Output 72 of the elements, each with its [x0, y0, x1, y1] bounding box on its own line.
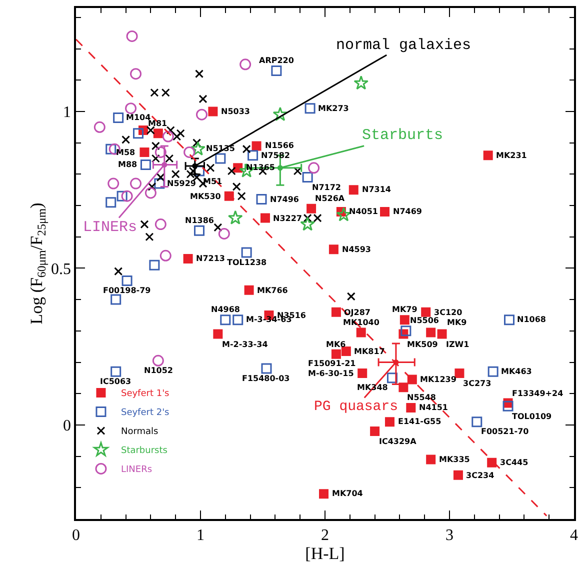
- x-tick-label: 2: [321, 526, 329, 544]
- annotation: MK1239: [420, 375, 457, 384]
- annotation: N5929: [167, 179, 196, 188]
- annotation: MK79: [392, 305, 418, 314]
- x-axis-title: [H-L]: [305, 544, 345, 563]
- annotation: IZW1: [446, 340, 470, 349]
- annotation: F15480-03: [242, 374, 290, 383]
- annotation: N7496: [270, 195, 300, 204]
- annotation: N4151: [419, 403, 448, 412]
- annotation: M81: [148, 119, 168, 128]
- annotation: N7582: [261, 151, 290, 160]
- annotation: MK1040: [343, 318, 380, 327]
- annotation: MK766: [257, 286, 288, 295]
- annotation: 3C120: [434, 308, 463, 317]
- annotation: F13349+24: [512, 389, 564, 398]
- annotation: IC5063: [100, 377, 132, 386]
- annotation: MK704: [332, 489, 364, 498]
- annotation: N7314: [362, 185, 392, 194]
- annotation: N4051: [349, 207, 378, 216]
- annotation: TOL0109: [512, 412, 552, 421]
- annotation: MK509: [407, 340, 438, 349]
- annotation: MK335: [439, 455, 470, 464]
- annotation: MK463: [501, 367, 532, 376]
- annotation: MK530: [190, 192, 222, 201]
- x-tick-label: 3: [446, 526, 454, 544]
- annotation: N5548: [407, 393, 436, 402]
- annotation: N1566: [265, 141, 294, 150]
- annotation: Starburts: [362, 127, 444, 144]
- annotation: normal galaxies: [336, 37, 472, 54]
- annotation: N4593: [342, 245, 371, 254]
- annotation: N7213: [196, 254, 225, 263]
- legend-label: Seyfert 1's: [120, 389, 170, 400]
- annotation: M-2-33-34: [222, 340, 268, 349]
- annotation: M-6-30-15: [308, 369, 354, 378]
- annotation: PG quasars: [314, 399, 398, 415]
- annotation: N7469: [393, 207, 422, 216]
- annotation: MK231: [496, 151, 528, 160]
- annotation: M88: [118, 160, 138, 169]
- annotation: F15091-21: [308, 359, 356, 368]
- annotation: 3C234: [466, 471, 495, 480]
- annotation: MK9: [447, 318, 468, 327]
- legend-label: Starbursts: [120, 446, 168, 456]
- annotation: N526A: [315, 194, 346, 203]
- annotation: 3C273: [463, 379, 492, 388]
- annotation: N1052: [144, 366, 173, 375]
- annotation: MK6: [326, 340, 346, 349]
- annotation: N4968: [211, 305, 240, 314]
- annotation: MK817: [354, 347, 385, 356]
- x-tick-label: 4: [570, 526, 578, 544]
- legend-label: Seyfert 2's: [120, 408, 170, 418]
- annotation: TOL1238: [227, 258, 268, 267]
- annotation: MK273: [318, 104, 349, 113]
- annotation: F00198-79: [103, 286, 152, 295]
- annotation: N7172: [312, 183, 341, 192]
- y-tick-label: 0.5: [51, 260, 72, 278]
- y-tick-label: 0: [63, 418, 72, 435]
- annotation: N3227: [273, 214, 302, 223]
- annotation: N1068: [517, 315, 546, 324]
- annotation: N5506: [410, 316, 440, 325]
- annotation: ARP220: [259, 56, 294, 65]
- annotation: 3C445: [500, 458, 529, 467]
- legend-label: Normals: [120, 427, 159, 438]
- annotation: F00521-70: [481, 427, 530, 436]
- annotation: M58: [116, 148, 136, 157]
- y-tick-label: 1: [63, 104, 72, 122]
- annotation: N5033: [221, 107, 250, 116]
- annotation: IC4329A: [379, 437, 418, 446]
- annotation: N1386: [185, 216, 214, 225]
- legend-label: LINERs: [120, 465, 152, 476]
- annotation: E141-G55: [398, 417, 442, 426]
- x-tick-label: 1: [196, 526, 204, 544]
- annotation: LINERs: [83, 219, 138, 236]
